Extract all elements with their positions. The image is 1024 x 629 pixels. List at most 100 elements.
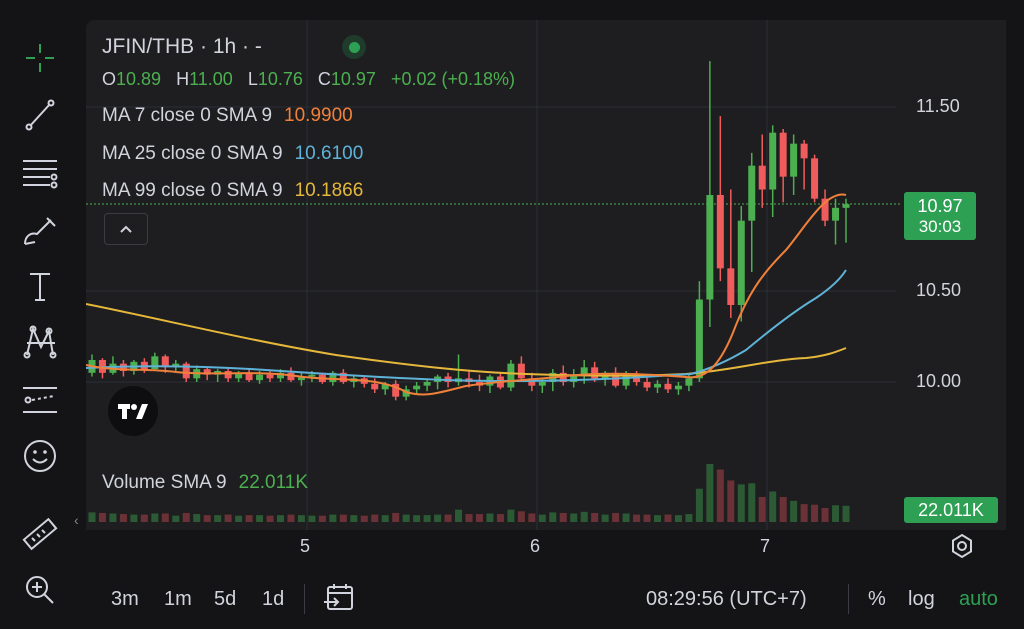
range-1d-button[interactable]: 1d [262, 588, 285, 610]
volume-bar [402, 514, 410, 522]
indicator-ma25[interactable]: MA 25 close 0 SMA 9 10.6100 [102, 143, 363, 165]
volume-bar [88, 512, 96, 522]
candle-body [748, 165, 756, 221]
volume-bar [151, 513, 159, 522]
volume-bar [832, 505, 840, 522]
time-axis[interactable]: 5 6 7 [86, 530, 1006, 568]
indicator-value: 10.1866 [294, 180, 364, 201]
close-value: 10.97 [330, 69, 376, 89]
collapse-toolbar-icon[interactable]: ‹ [74, 512, 79, 528]
volume-bar [769, 491, 777, 522]
low-label: L [247, 69, 258, 89]
volume-bar [706, 464, 714, 522]
open-label: O [102, 69, 117, 89]
candle-body [277, 372, 284, 379]
candle-body [161, 356, 169, 368]
low-value: 10.76 [257, 69, 303, 89]
candle-body [538, 382, 546, 386]
candle-body [371, 383, 379, 390]
forecast-icon[interactable] [18, 382, 62, 418]
volume-bar [643, 514, 651, 522]
trend-line-icon[interactable] [18, 96, 62, 132]
volume-bar [224, 514, 232, 522]
volume-bar [318, 515, 326, 522]
volume-bar [821, 508, 829, 522]
volume-bar [455, 509, 463, 522]
collapse-legend-button[interactable] [104, 213, 148, 245]
grid [86, 20, 896, 530]
volume-bar [277, 515, 284, 522]
crosshair-icon[interactable] [18, 40, 62, 76]
indicator-ma99[interactable]: MA 99 close 0 SMA 9 10.1866 [102, 180, 363, 202]
emoji-icon[interactable] [18, 438, 62, 474]
volume-badge: 22.011K [904, 497, 998, 523]
candle-body [695, 299, 703, 379]
ohlc-row: O10.89 H11.00 L10.76 C10.97 +0.02 (+0.18… [102, 69, 515, 90]
fib-icon[interactable] [18, 156, 62, 192]
brush-icon[interactable] [18, 212, 62, 248]
candle-body [559, 372, 567, 382]
indicator-label: MA 99 close 0 SMA 9 [102, 180, 283, 201]
volume-bar [654, 515, 661, 522]
symbol-title[interactable]: JFIN/THB · 1h · - [102, 35, 262, 58]
volume-bar [758, 497, 766, 522]
volume-bar [172, 515, 180, 522]
close-label: C [317, 69, 331, 89]
divider [848, 584, 849, 614]
chevron-up-icon [120, 225, 132, 233]
open-value: 10.89 [116, 69, 162, 89]
range-1m-button[interactable]: 1m [164, 588, 192, 610]
candle-body [654, 383, 661, 388]
volume-bar [339, 514, 347, 522]
text-icon[interactable] [18, 268, 62, 304]
indicator-value: 10.9900 [284, 105, 353, 126]
volume-bar [612, 512, 620, 522]
volume-bar [549, 512, 557, 522]
log-toggle[interactable]: log [908, 588, 935, 610]
volume-bar [423, 515, 431, 522]
candle-body [769, 132, 777, 190]
volume-bar [193, 514, 201, 522]
ma99-line [85, 303, 847, 377]
chart-settings-icon[interactable] [948, 532, 976, 565]
range-3m-button[interactable]: 3m [111, 588, 139, 610]
pattern-icon[interactable] [18, 324, 62, 360]
volume-bar [790, 500, 798, 522]
volume-bar [748, 483, 756, 522]
volume-bar [622, 513, 630, 522]
volume-bar [256, 515, 264, 522]
percent-toggle[interactable]: % [868, 588, 886, 610]
current-price-value: 10.97 [917, 196, 963, 216]
volume-bar [329, 514, 337, 522]
candle-body [664, 383, 672, 390]
indicator-ma7[interactable]: MA 7 close 0 SMA 9 10.9900 [102, 105, 353, 127]
price-tick: 11.50 [916, 96, 960, 116]
candle-body [790, 143, 798, 177]
candlestick-chart[interactable] [85, 20, 1006, 530]
candle-body [339, 372, 347, 382]
volume-bar [119, 514, 127, 522]
volume-bar [580, 511, 588, 522]
volume-bar [444, 514, 452, 522]
volume-bar [297, 515, 305, 522]
indicator-label: MA 7 close 0 SMA 9 [102, 105, 273, 126]
candle-body [203, 369, 211, 375]
chart-pane[interactable]: JFIN/THB · 1h · - O10.89 H11.00 L10.76 C… [85, 20, 1006, 530]
range-5d-button[interactable]: 5d [214, 588, 237, 610]
go-to-date-icon[interactable] [322, 582, 356, 619]
zoom-in-icon[interactable] [18, 572, 62, 608]
candle-body [517, 363, 525, 379]
candle-body [297, 376, 305, 381]
auto-toggle[interactable]: auto [959, 588, 998, 610]
volume-bar [161, 513, 169, 522]
volume-bar [737, 484, 745, 522]
candle-body [413, 385, 421, 390]
volume-bar [486, 513, 494, 522]
volume-bar [235, 515, 243, 522]
candle-body [800, 143, 808, 159]
volume-legend[interactable]: Volume SMA 9 22.011K [102, 472, 308, 494]
volume-bar [695, 488, 703, 522]
ruler-icon[interactable] [18, 516, 62, 552]
volume-bar [570, 513, 578, 522]
clock-timezone[interactable]: 08:29:56 (UTC+7) [646, 588, 807, 610]
